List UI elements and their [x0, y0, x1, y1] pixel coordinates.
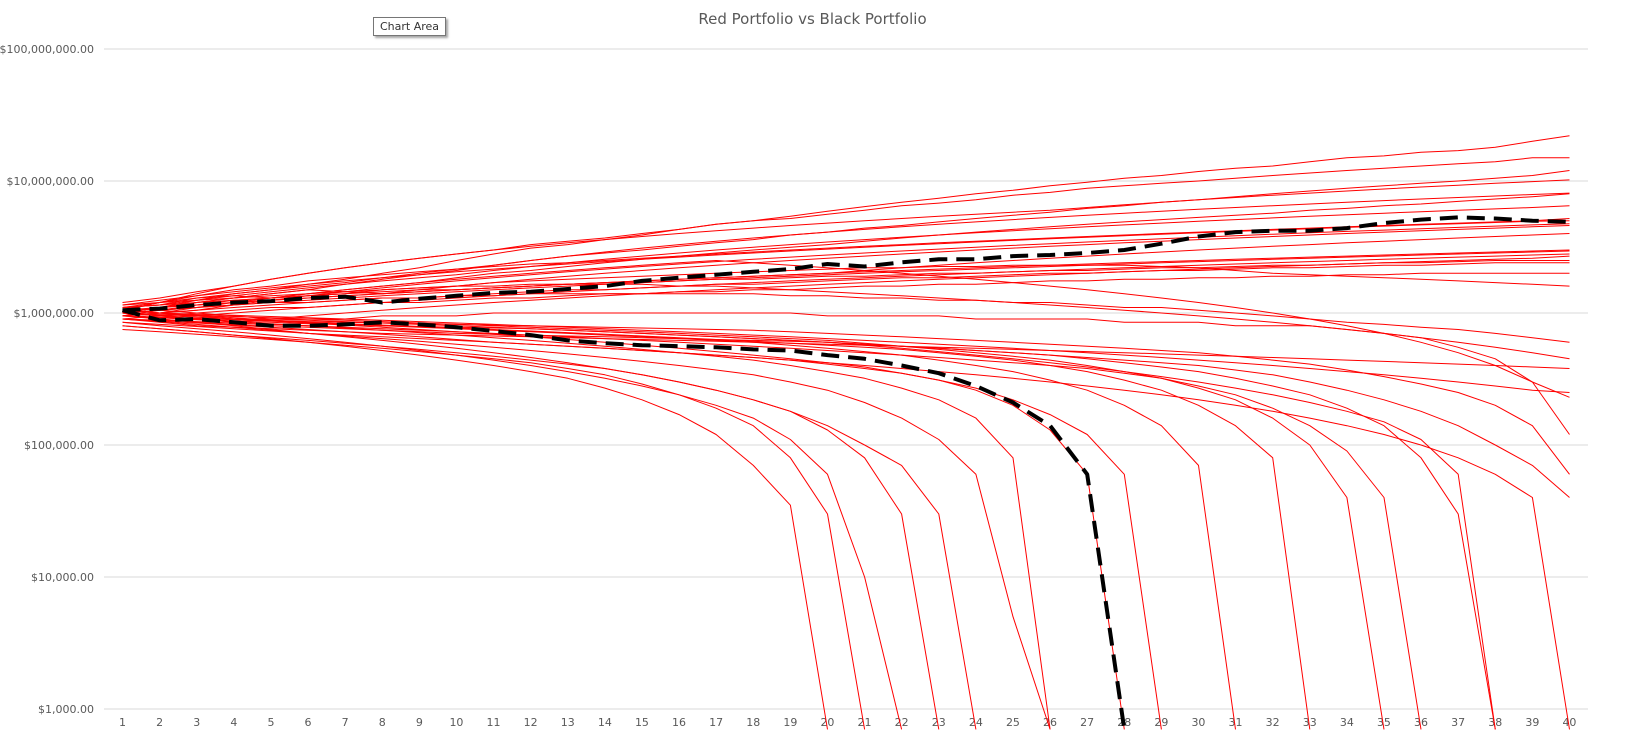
x-tick-label: 30	[1191, 716, 1205, 729]
series-line-red[interactable]	[122, 321, 903, 730]
x-tick-label: 16	[672, 716, 686, 729]
series-line-red[interactable]	[122, 312, 1385, 730]
x-tick-label: 4	[230, 716, 237, 729]
x-tick-label: 19	[783, 716, 797, 729]
series-line-red[interactable]	[122, 220, 1570, 306]
series-line-red[interactable]	[122, 225, 1570, 314]
x-tick-label: 2	[156, 716, 163, 729]
x-tick-label: 39	[1525, 716, 1539, 729]
x-tick-label: 25	[1006, 716, 1020, 729]
x-tick-label: 20	[820, 716, 834, 729]
x-tick-label: 38	[1488, 716, 1502, 729]
series-line-red[interactable]	[122, 205, 1570, 308]
series-line-red[interactable]	[122, 218, 1570, 311]
series-line-red[interactable]	[122, 223, 1570, 317]
x-tick-label: 21	[858, 716, 872, 729]
x-tick-label: 40	[1562, 716, 1576, 729]
series-line-red[interactable]	[122, 309, 1236, 730]
series-line-red[interactable]	[122, 253, 1570, 317]
series-line-red[interactable]	[122, 318, 1125, 730]
y-tick-label: $100,000.00	[24, 439, 94, 452]
x-tick-label: 10	[449, 716, 463, 729]
series-line-red[interactable]	[122, 264, 1570, 311]
y-tick-label: $10,000,000.00	[7, 175, 94, 188]
x-tick-label: 24	[969, 716, 983, 729]
series-group	[121, 135, 1570, 730]
series-line-red[interactable]	[122, 262, 1570, 317]
series-line-red[interactable]	[122, 321, 1051, 730]
x-tick-label: 34	[1340, 716, 1354, 729]
series-line-red[interactable]	[122, 312, 1496, 730]
x-tick-label: 29	[1154, 716, 1168, 729]
x-tick-label: 7	[342, 716, 349, 729]
series-line-red[interactable]	[122, 318, 1570, 369]
series-line-red[interactable]	[122, 325, 828, 730]
series-line-red[interactable]	[122, 325, 940, 730]
series-line-red[interactable]	[122, 312, 1570, 730]
x-tick-label: 5	[267, 716, 274, 729]
x-tick-label: 12	[524, 716, 538, 729]
series-line-red[interactable]	[122, 312, 1570, 435]
x-tick-label: 8	[379, 716, 386, 729]
series-line-red[interactable]	[122, 329, 866, 730]
x-tick-label: 23	[932, 716, 946, 729]
y-tick-label: $1,000,000.00	[14, 307, 94, 320]
x-tick-label: 31	[1229, 716, 1243, 729]
series-line-red[interactable]	[122, 255, 1570, 323]
chart-area-tooltip: Chart Area	[373, 17, 447, 36]
y-tick-label: $10,000.00	[31, 571, 94, 584]
x-tick-label: 15	[635, 716, 649, 729]
x-tick-label: 18	[746, 716, 760, 729]
series-line-red[interactable]	[122, 309, 1570, 393]
series-line-red[interactable]	[122, 318, 977, 730]
series-line-red[interactable]	[122, 250, 1570, 317]
chart-title: Red Portfolio vs Black Portfolio	[698, 10, 927, 28]
series-line-red[interactable]	[122, 192, 1570, 314]
y-tick-label: $100,000,000.00	[0, 43, 94, 56]
x-tick-label: 32	[1266, 716, 1280, 729]
x-tick-label: 1	[119, 716, 126, 729]
series-line-red[interactable]	[122, 307, 1496, 730]
y-tick-label: $1,000.00	[38, 703, 94, 716]
series-line-red[interactable]	[122, 170, 1570, 308]
series-line-red[interactable]	[122, 312, 1162, 730]
series-line-red[interactable]	[122, 318, 1422, 730]
series-line-red[interactable]	[122, 315, 1051, 730]
x-tick-label: 27	[1080, 716, 1094, 729]
series-line-black-dashed[interactable]	[121, 308, 1127, 730]
x-tick-label: 6	[305, 716, 312, 729]
x-tick-label: 33	[1303, 716, 1317, 729]
x-tick-label: 13	[561, 716, 575, 729]
x-tick-label: 37	[1451, 716, 1465, 729]
x-tick-label: 14	[598, 716, 612, 729]
x-tick-label: 3	[193, 716, 200, 729]
x-tick-label: 9	[416, 716, 423, 729]
x-tick-label: 35	[1377, 716, 1391, 729]
series-line-red[interactable]	[122, 135, 1570, 314]
series-line-red[interactable]	[122, 260, 1570, 398]
x-tick-label: 17	[709, 716, 723, 729]
series-line-red[interactable]	[122, 233, 1570, 314]
axes: $1,000.00 $10,000.00 $100,000.00 $1,000,000…	[0, 43, 1588, 729]
x-tick-label: 11	[487, 716, 501, 729]
series-line-red[interactable]	[122, 293, 1570, 343]
x-tick-label: 36	[1414, 716, 1428, 729]
series-line-red[interactable]	[122, 179, 1570, 311]
x-tick-label: 22	[895, 716, 909, 729]
